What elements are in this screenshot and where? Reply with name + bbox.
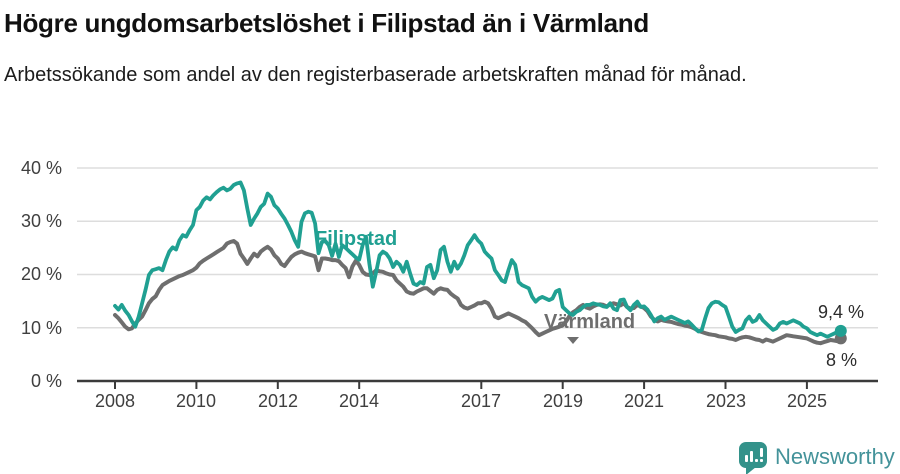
- newsworthy-wordmark: Newsworthy: [775, 444, 895, 469]
- x-tick-label-2021: 2021: [623, 391, 665, 411]
- y-tick-label-20: 20 %: [20, 264, 62, 284]
- x-tick-label-2010: 2010: [175, 391, 217, 411]
- x-tick-label-2012: 2012: [257, 391, 299, 411]
- series-line-1: [113, 239, 843, 346]
- x-tick-label-2014: 2014: [338, 391, 380, 411]
- series-line-0: [113, 180, 843, 339]
- x-tick-label-2008: 2008: [94, 391, 136, 411]
- series-label-filipstad: Filipstad: [315, 228, 398, 250]
- x-tick-label-2025: 2025: [786, 391, 828, 411]
- bubble-tail-icon: [746, 467, 756, 474]
- varmland-pointer-icon: [567, 337, 579, 344]
- page-title: Högre ungdomsarbetslöshet i Filipstad än…: [4, 8, 649, 38]
- x-tick-label-2019: 2019: [542, 391, 584, 411]
- x-axis-ticks: [114, 381, 808, 389]
- newsworthy-logo[interactable]: Newsworthy: [739, 442, 899, 474]
- y-tick-label-40: 40 %: [20, 158, 62, 178]
- newsworthy-bubble-icon: [739, 442, 767, 468]
- end-value-label-filipstad: 9,4 %: [818, 302, 865, 322]
- y-tick-label-0: 0 %: [30, 371, 62, 391]
- chart-subtitle: Arbetssökande som andel av den registerb…: [4, 64, 747, 86]
- y-tick-label-30: 30 %: [20, 211, 62, 231]
- x-tick-label-2023: 2023: [705, 391, 747, 411]
- series-label-varmland: Värmland: [544, 311, 636, 333]
- y-tick-label-10: 10 %: [20, 318, 62, 338]
- end-value-label-varmland: 8 %: [826, 350, 858, 370]
- x-tick-label-2017: 2017: [460, 391, 502, 411]
- series-end-dot-0: [834, 324, 847, 337]
